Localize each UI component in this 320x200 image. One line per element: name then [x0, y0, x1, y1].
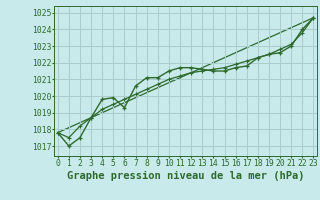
- X-axis label: Graphe pression niveau de la mer (hPa): Graphe pression niveau de la mer (hPa): [67, 171, 304, 181]
